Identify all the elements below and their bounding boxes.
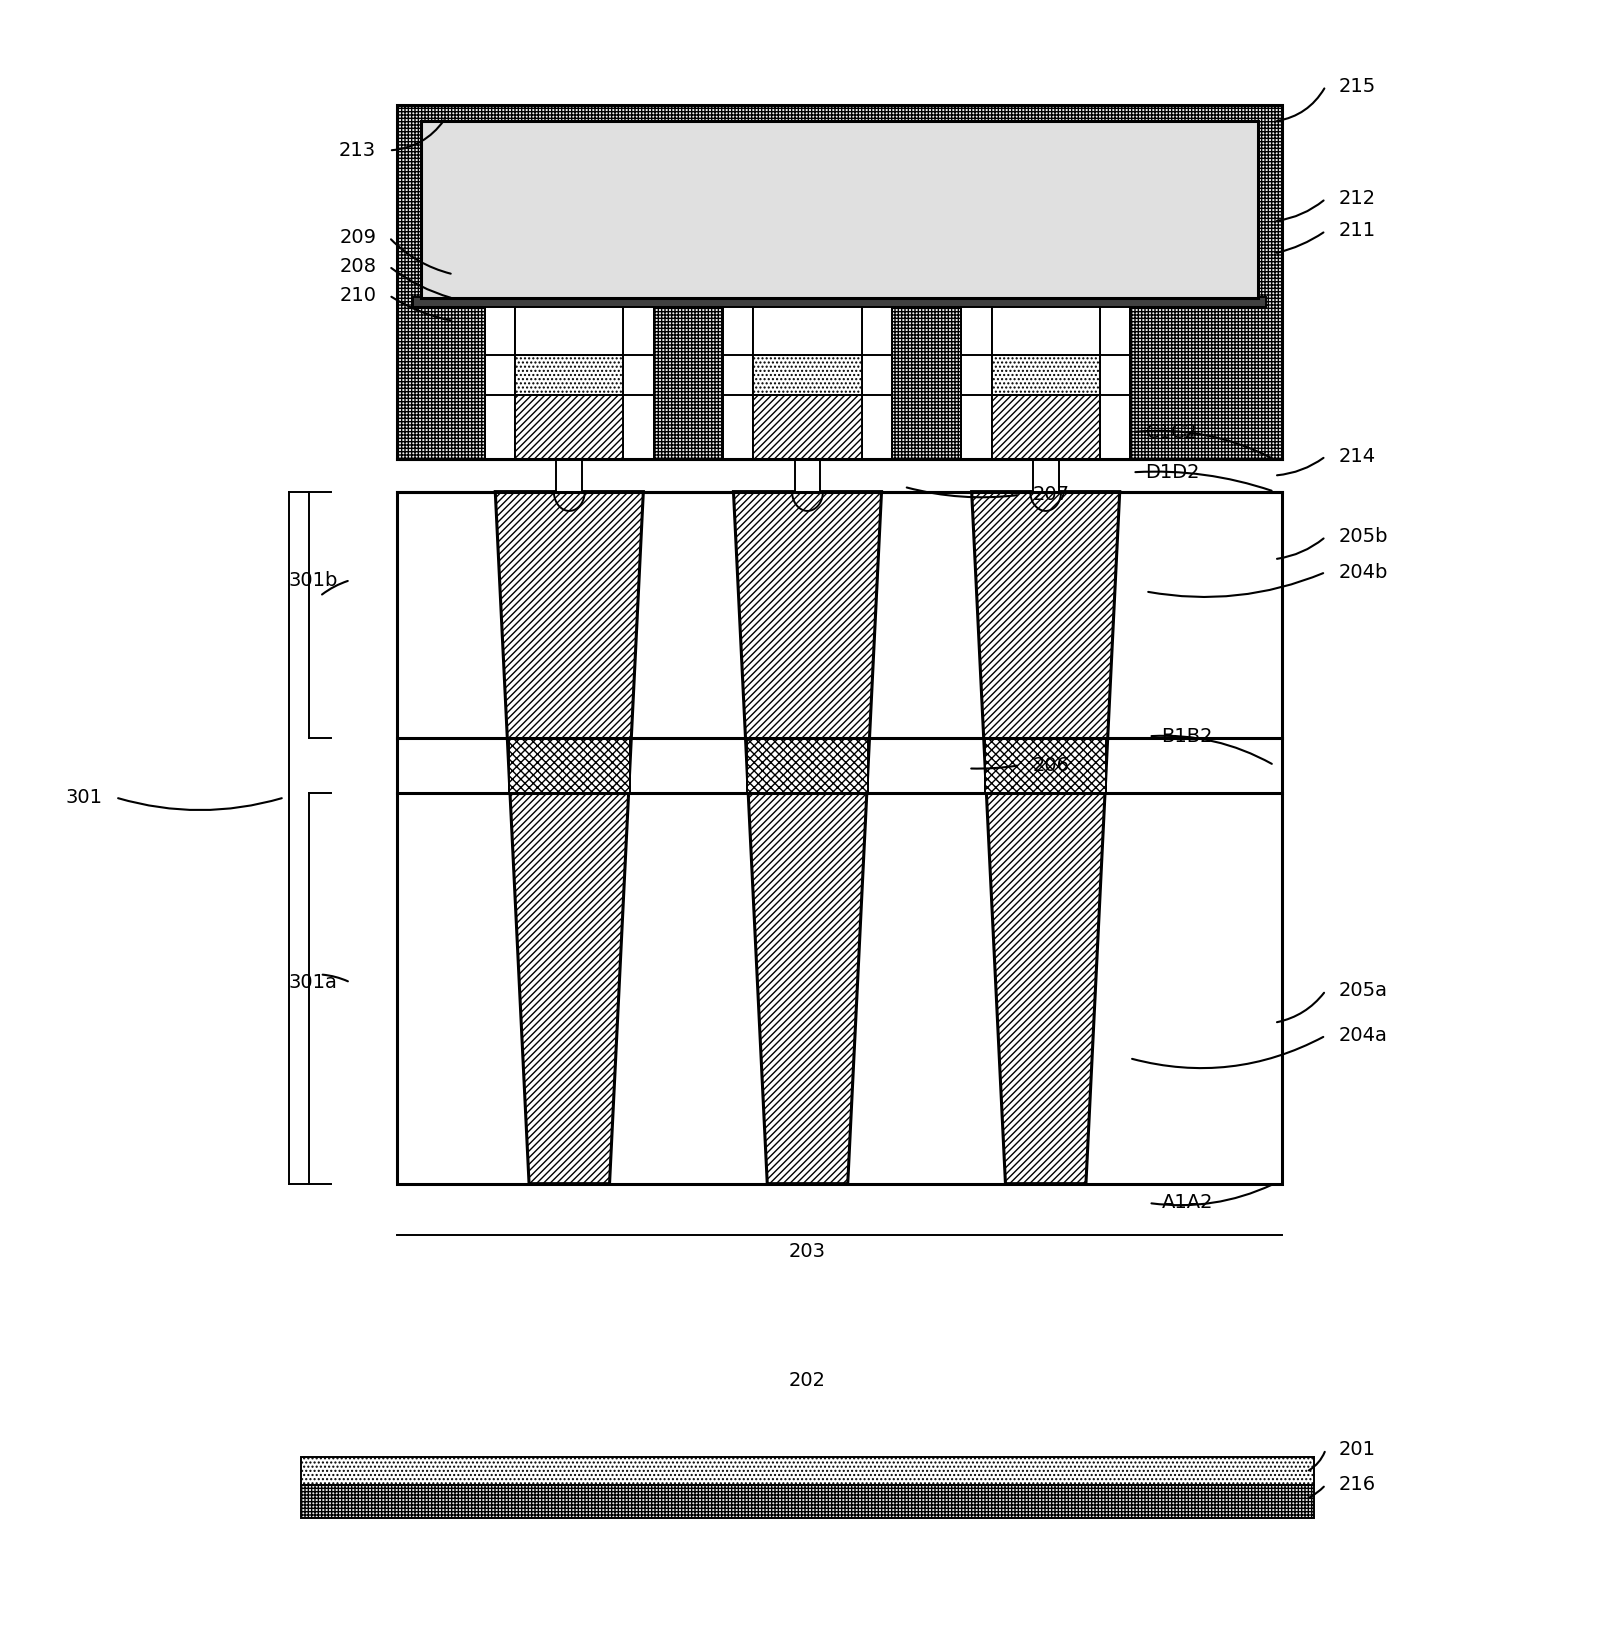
Bar	[960, 294, 991, 459]
Bar	[754, 355, 860, 395]
Bar	[557, 459, 581, 491]
Text: D1D2: D1D2	[1144, 462, 1199, 482]
Text: A1A2: A1A2	[1160, 1194, 1212, 1212]
Text: C1C2: C1C2	[1144, 423, 1196, 441]
Polygon shape	[515, 395, 623, 459]
Text: 202: 202	[789, 1370, 825, 1389]
Bar	[623, 294, 654, 459]
Text: 301b: 301b	[287, 571, 337, 589]
Text: 208: 208	[339, 257, 376, 277]
Text: 301a: 301a	[289, 973, 337, 992]
Text: 204a: 204a	[1338, 1027, 1386, 1045]
Bar	[397, 106, 1282, 459]
Bar	[397, 491, 1282, 1184]
Text: 207: 207	[1033, 485, 1068, 504]
Bar	[794, 459, 820, 491]
Bar	[1033, 459, 1057, 491]
Text: 210: 210	[339, 286, 376, 304]
Text: 203: 203	[789, 1241, 825, 1261]
Bar	[300, 1485, 1314, 1518]
Text: B1B2: B1B2	[1160, 727, 1212, 745]
Bar	[508, 739, 629, 792]
Bar	[754, 294, 860, 355]
Bar	[421, 122, 1257, 298]
Polygon shape	[991, 395, 1099, 459]
Text: 301: 301	[66, 787, 103, 807]
Polygon shape	[972, 491, 1119, 1184]
Text: 205b: 205b	[1338, 527, 1388, 547]
Bar	[723, 294, 754, 459]
Text: 209: 209	[339, 228, 376, 247]
Bar	[746, 739, 868, 792]
Bar	[484, 294, 515, 459]
Bar	[985, 739, 1106, 792]
Text: 201: 201	[1338, 1440, 1375, 1459]
Bar	[860, 294, 891, 459]
Text: 212: 212	[1338, 189, 1375, 208]
Polygon shape	[733, 491, 881, 1184]
Bar	[1099, 294, 1130, 459]
Bar	[515, 294, 623, 355]
Text: 211: 211	[1338, 221, 1375, 241]
Bar	[413, 296, 1265, 306]
Text: 205a: 205a	[1338, 981, 1386, 1001]
Text: 216: 216	[1338, 1476, 1375, 1494]
Bar	[300, 1458, 1314, 1485]
Text: 213: 213	[339, 142, 376, 159]
Polygon shape	[495, 491, 642, 1184]
Bar	[991, 355, 1099, 395]
Bar	[515, 355, 623, 395]
Bar	[991, 294, 1099, 355]
Text: 214: 214	[1338, 447, 1375, 465]
Polygon shape	[754, 395, 860, 459]
Text: 215: 215	[1338, 76, 1375, 96]
Text: 206: 206	[1033, 755, 1068, 774]
Text: 204b: 204b	[1338, 563, 1386, 581]
